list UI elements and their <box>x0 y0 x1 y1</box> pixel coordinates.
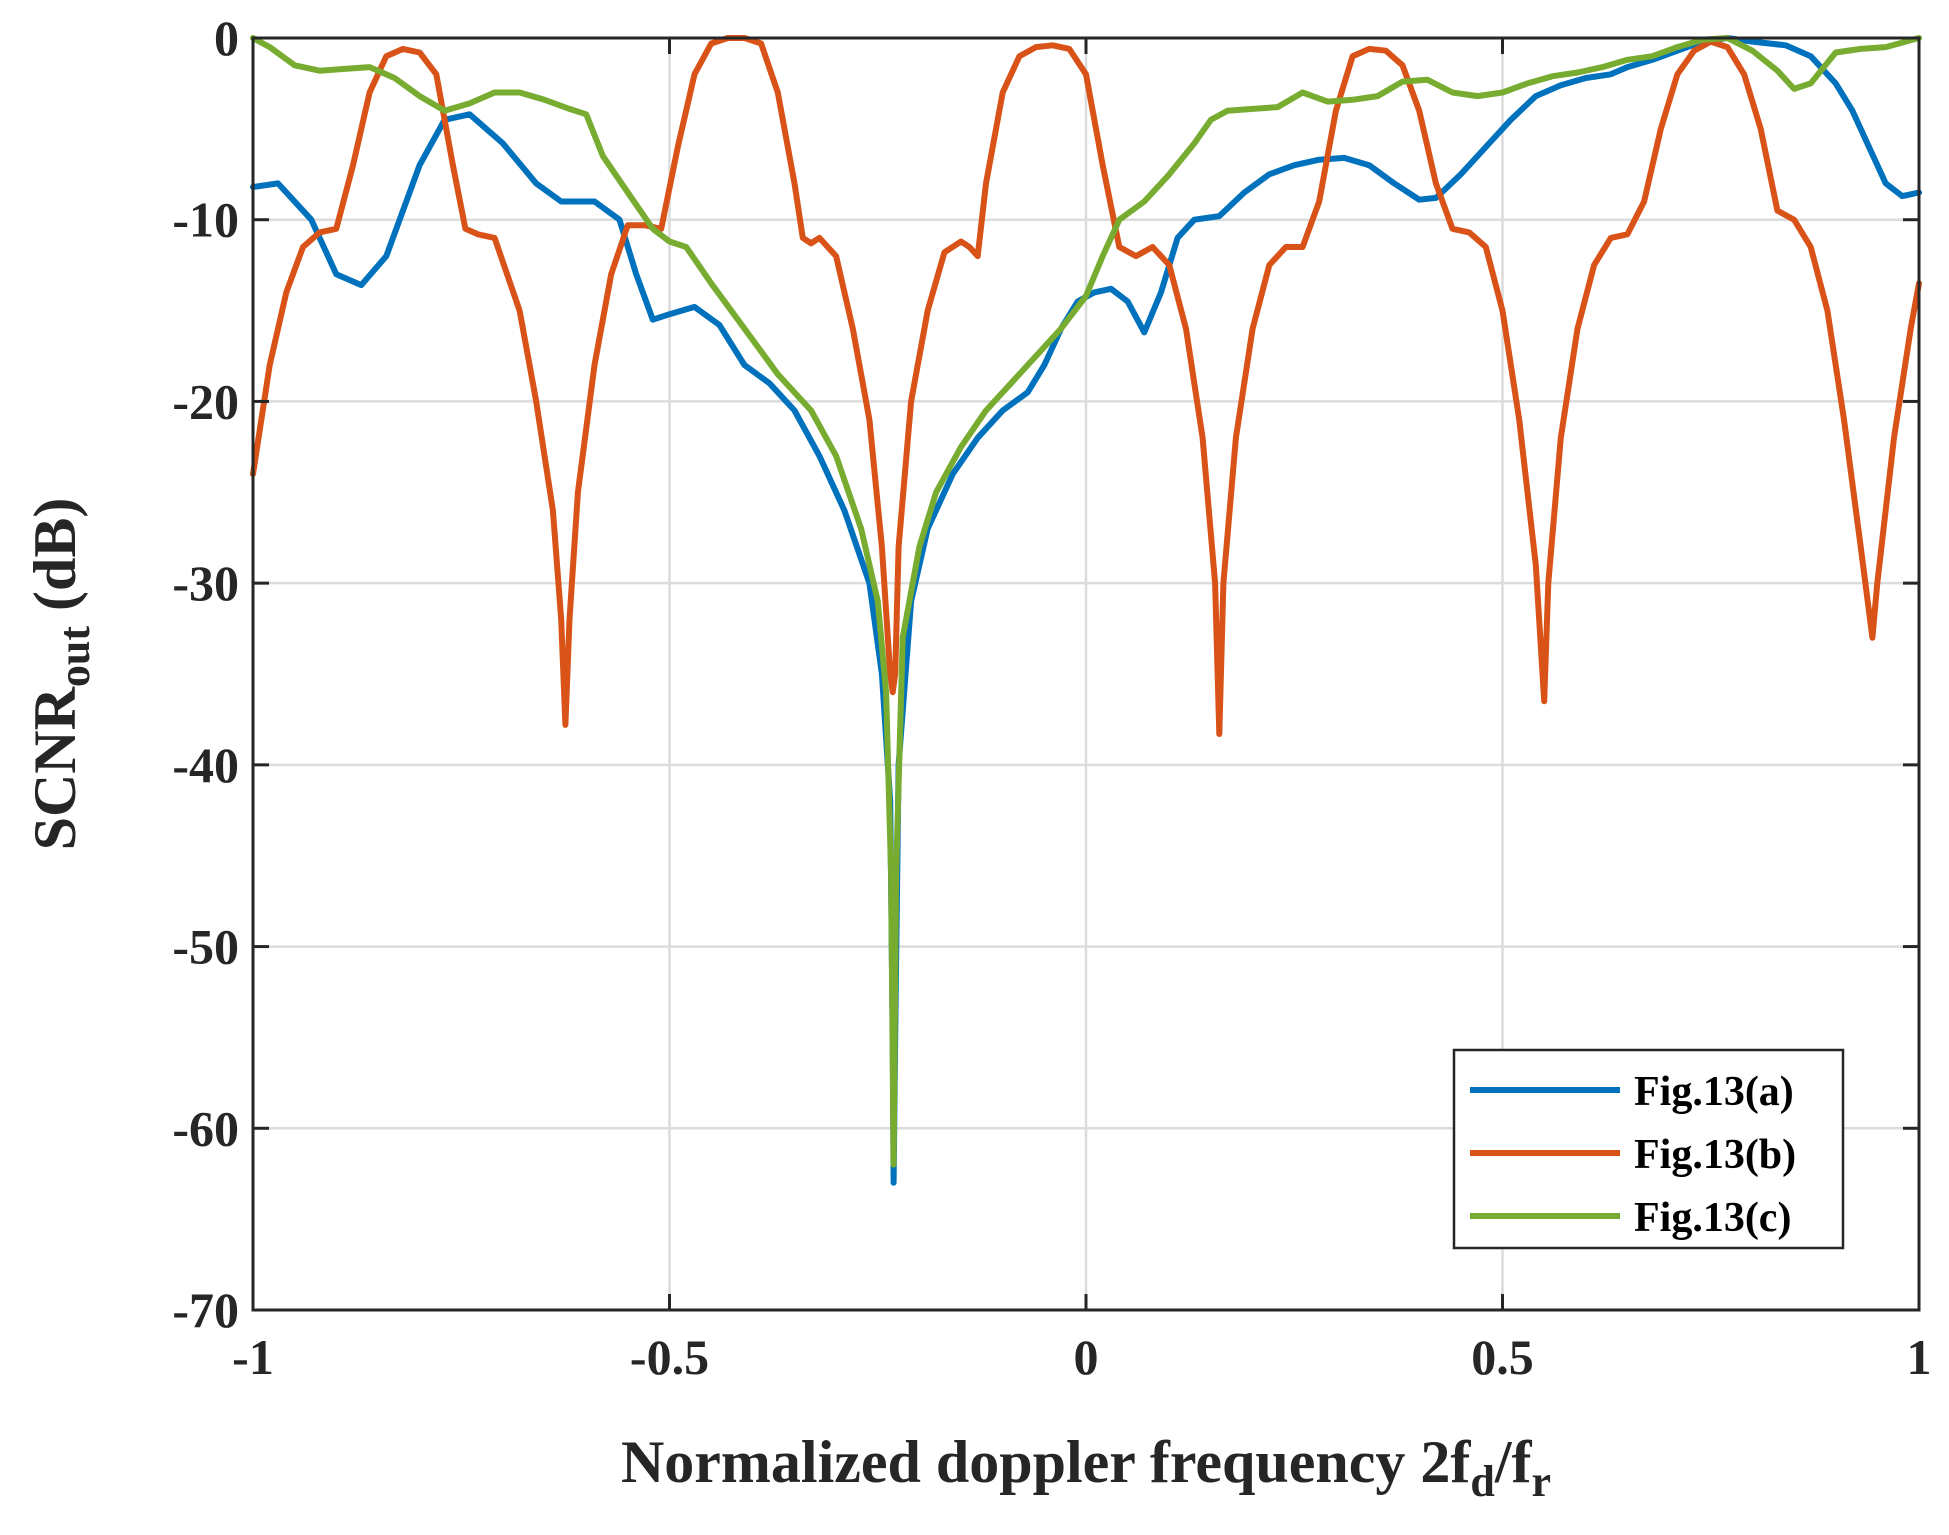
y-axis-title: SCNRout (dB) <box>22 498 99 851</box>
series-line-fig13c <box>250 35 1922 1168</box>
x-axis-title-slash: /f <box>1494 1429 1533 1495</box>
y-tick-label: -10 <box>172 192 239 248</box>
tick-layer: -1 -0.5 0 0.5 1 0 -10 -20 -30 -40 -50 -60 -70 <box>172 10 1931 1385</box>
legend: Fig.13(a) Fig.13(b) Fig.13(c) <box>1452 1048 1845 1250</box>
series-line-fig13b <box>250 35 1922 737</box>
y-tick-label: -60 <box>172 1100 239 1156</box>
legend-label-fig13a: Fig.13(a) <box>1634 1069 1794 1115</box>
legend-label-fig13b: Fig.13(b) <box>1634 1132 1796 1178</box>
y-tick-label: -50 <box>172 919 239 975</box>
x-axis-title-sub-r: r <box>1531 1457 1551 1506</box>
x-tick-label: 1 <box>1907 1329 1932 1385</box>
y-tick-label: -30 <box>172 555 239 611</box>
y-axis-title-sub: out <box>50 626 99 687</box>
y-tick-label: -20 <box>172 373 239 429</box>
x-tick-label: 0 <box>1074 1329 1099 1385</box>
y-axis-title-unit: (dB) <box>22 498 88 626</box>
x-axis-title: Normalized doppler frequency 2fd/fr <box>621 1429 1551 1506</box>
y-tick-label: -70 <box>172 1282 239 1338</box>
y-tick-label: 0 <box>214 10 239 66</box>
series-layer <box>250 35 1922 1186</box>
y-axis-title-main: SCNR <box>22 686 88 850</box>
x-axis-title-main: Normalized doppler frequency 2f <box>621 1429 1471 1495</box>
legend-label-fig13c: Fig.13(c) <box>1634 1195 1791 1241</box>
x-tick-label: 0.5 <box>1471 1329 1534 1385</box>
x-axis-title-sub-d: d <box>1470 1457 1494 1506</box>
x-tick-label: -1 <box>232 1329 274 1385</box>
x-tick-label: -0.5 <box>630 1329 709 1385</box>
y-tick-label: -40 <box>172 737 239 793</box>
